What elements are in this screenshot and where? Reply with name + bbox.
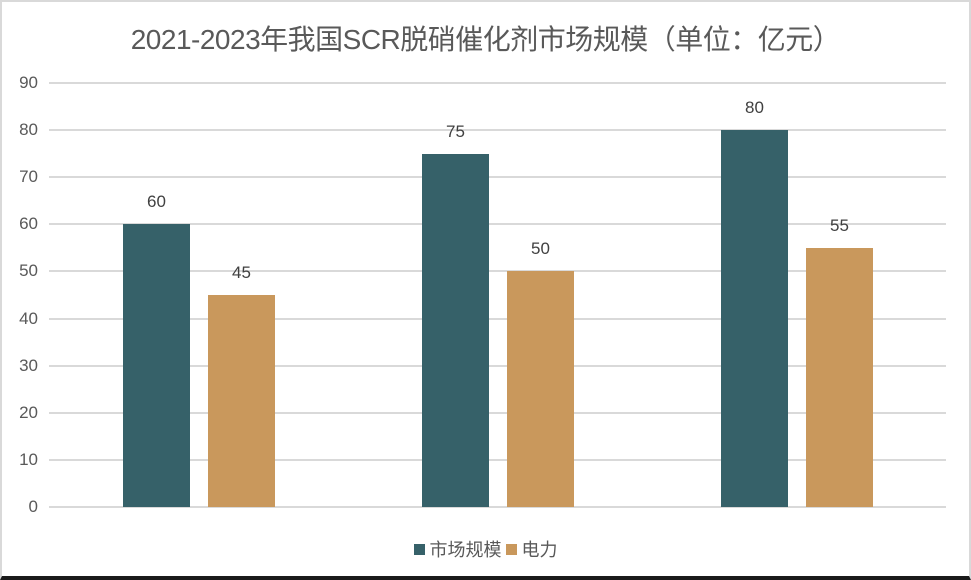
data-label: 80 [745, 98, 764, 118]
legend-label-market-size: 市场规模 [429, 540, 502, 560]
y-tick-label: 50 [19, 261, 38, 281]
chart-title: 2021-2023年我国SCR脱硝催化剂市场规模（单位：亿元） [130, 24, 841, 55]
legend-swatch-power [505, 543, 517, 555]
gridline [49, 458, 946, 461]
gridline [49, 82, 946, 84]
legend-swatch-market-size [413, 543, 425, 555]
legend-label-power: 电力 [521, 540, 558, 560]
data-label: 60 [147, 192, 166, 212]
gridline [49, 129, 946, 132]
legend-item-market-size[interactable]: 市场规模 [413, 536, 502, 562]
bar-power-2[interactable] [806, 247, 873, 507]
gridline [49, 411, 946, 414]
y-tick-label: 40 [19, 308, 38, 328]
data-label: 55 [830, 215, 849, 235]
data-label: 45 [232, 263, 251, 282]
legend-item-power[interactable]: 电力 [505, 536, 558, 562]
gridline [49, 176, 946, 179]
y-tick-label: 30 [19, 355, 38, 375]
gridline [49, 317, 946, 320]
legend: 市场规模 电力 [0, 536, 971, 562]
gridline [49, 506, 946, 508]
gridline [49, 223, 946, 226]
y-tick-label: 60 [19, 214, 38, 234]
y-tick-label: 90 [19, 73, 38, 92]
bar-market-size-0[interactable] [123, 224, 190, 507]
gridline [49, 364, 946, 367]
bar-market-size-1[interactable] [422, 153, 489, 507]
data-label: 50 [531, 239, 550, 259]
y-tick-label: 10 [19, 449, 38, 469]
bar-power-0[interactable] [208, 295, 275, 507]
bar-power-1[interactable] [507, 271, 574, 507]
y-tick-label: 80 [19, 120, 38, 140]
plot-area: 60 75 80 45 50 55 [49, 82, 946, 508]
bar-market-size-2[interactable] [721, 130, 788, 507]
y-tick-label: 20 [19, 402, 38, 422]
y-tick-label: 0 [28, 497, 38, 516]
y-tick-label: 70 [19, 167, 38, 187]
gridline [49, 270, 946, 273]
data-label: 75 [446, 121, 465, 141]
